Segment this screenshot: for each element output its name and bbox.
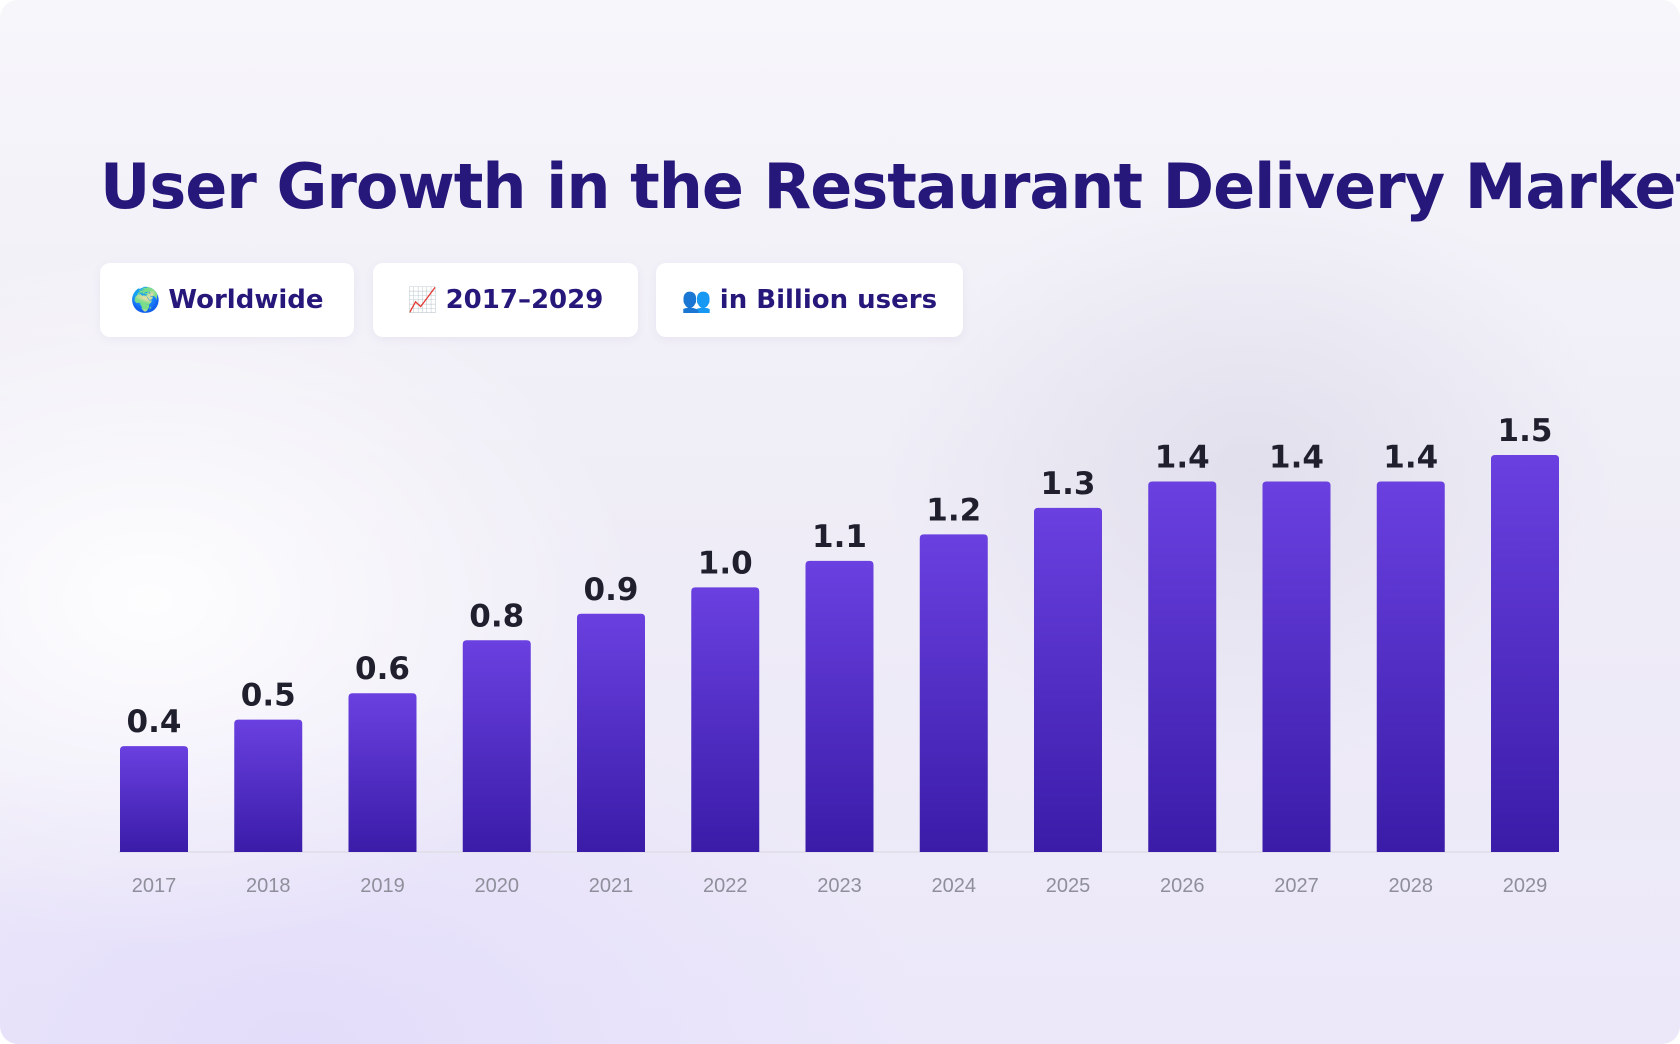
- x-tick-2017: 2017: [132, 875, 177, 897]
- x-tick-2024: 2024: [932, 875, 977, 897]
- bar-2024: [919, 534, 988, 852]
- value-label-2021: 0.9: [584, 572, 639, 608]
- bars-group: [120, 455, 1559, 852]
- x-tick-2023: 2023: [817, 875, 862, 897]
- value-label-2029: 1.5: [1498, 413, 1553, 449]
- value-label-2017: 0.4: [127, 704, 182, 740]
- bar-2018: [234, 719, 303, 852]
- x-tick-labels-group: 2017 2018 2019 2020 2021 2022 2023 2024 2025 2026…: [132, 875, 1548, 897]
- bar-2022: [691, 587, 760, 852]
- x-tick-2022: 2022: [703, 875, 748, 897]
- period-chip: 📈 2017–2029: [373, 263, 638, 337]
- x-tick-2020: 2020: [475, 875, 520, 897]
- x-tick-2025: 2025: [1046, 875, 1091, 897]
- chart-increasing-icon: 📈: [407, 286, 438, 314]
- unit-chip-label: in Billion users: [719, 285, 938, 315]
- x-tick-2027: 2027: [1274, 875, 1319, 897]
- period-chip-label: 2017–2029: [445, 285, 604, 315]
- bar-2025: [1034, 507, 1102, 852]
- value-label-2022: 1.0: [698, 545, 753, 581]
- bar-2026: [1148, 481, 1217, 852]
- bar-2021: [577, 613, 645, 852]
- bar-2017: [120, 746, 188, 852]
- value-label-2019: 0.6: [355, 651, 410, 687]
- value-label-2025: 1.3: [1041, 466, 1096, 502]
- bar-2027: [1262, 481, 1331, 852]
- value-labels-group: 0.4 0.5 0.6 0.8 0.9 1.0 1.1 1.2 1.3 1.4 1.4 1.4 1.5: [127, 413, 1553, 740]
- region-chip: 🌍 Worldwide: [100, 263, 354, 337]
- unit-chip: 👥 in Billion users: [656, 263, 963, 337]
- users-icon: 👥: [681, 286, 712, 314]
- x-tick-2021: 2021: [589, 875, 634, 897]
- value-label-2024: 1.2: [926, 492, 981, 528]
- value-label-2020: 0.8: [469, 598, 524, 634]
- value-label-2027: 1.4: [1269, 439, 1324, 475]
- bar-2023: [805, 560, 874, 852]
- value-label-2028: 1.4: [1383, 439, 1438, 475]
- globe-icon: 🌍: [130, 286, 161, 314]
- bar-2028: [1376, 481, 1445, 852]
- chart-title: User Growth in the Restaurant Delivery M…: [100, 150, 1680, 223]
- region-chip-label: Worldwide: [168, 285, 324, 315]
- bar-2029: [1491, 455, 1559, 852]
- x-tick-2028: 2028: [1389, 875, 1434, 897]
- x-tick-2019: 2019: [360, 875, 405, 897]
- value-label-2026: 1.4: [1155, 439, 1210, 475]
- x-tick-2018: 2018: [246, 875, 291, 897]
- x-tick-2029: 2029: [1503, 875, 1548, 897]
- value-label-2018: 0.5: [241, 678, 296, 714]
- bar-2019: [348, 693, 417, 852]
- value-label-2023: 1.1: [812, 519, 867, 555]
- x-tick-2026: 2026: [1160, 875, 1205, 897]
- bar-2020: [462, 640, 531, 852]
